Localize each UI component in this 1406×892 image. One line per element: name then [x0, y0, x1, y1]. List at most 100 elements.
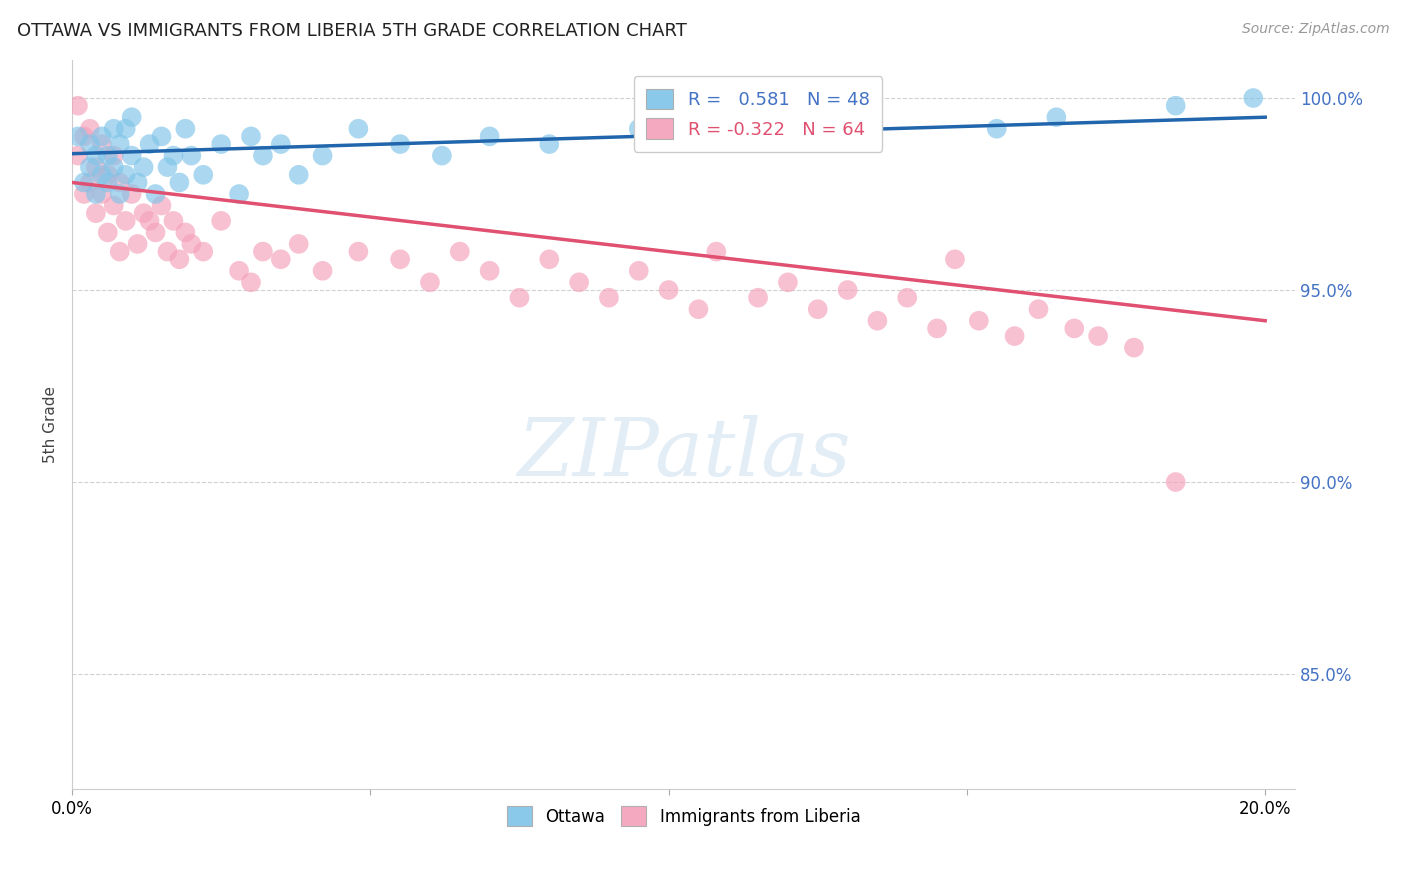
Point	[347, 121, 370, 136]
Point	[430, 148, 453, 162]
Point	[228, 186, 250, 201]
Point	[508, 291, 530, 305]
Point	[704, 244, 727, 259]
Point	[84, 160, 107, 174]
Point	[156, 160, 179, 174]
Point	[108, 186, 131, 201]
Point	[347, 244, 370, 259]
Point	[121, 148, 143, 162]
Point	[311, 264, 333, 278]
Point	[156, 244, 179, 259]
Point	[114, 168, 136, 182]
Point	[1087, 329, 1109, 343]
Point	[66, 148, 89, 162]
Text: ZIPatlas: ZIPatlas	[517, 415, 851, 492]
Point	[138, 137, 160, 152]
Point	[1028, 302, 1050, 317]
Point	[389, 137, 412, 152]
Point	[228, 264, 250, 278]
Point	[807, 302, 830, 317]
Point	[180, 236, 202, 251]
Point	[866, 314, 889, 328]
Point	[1063, 321, 1085, 335]
Point	[150, 198, 173, 212]
Point	[1123, 341, 1146, 355]
Point	[193, 244, 215, 259]
Point	[79, 160, 101, 174]
Point	[114, 121, 136, 136]
Point	[162, 148, 184, 162]
Point	[311, 148, 333, 162]
Point	[240, 276, 263, 290]
Point	[145, 186, 167, 201]
Point	[1164, 475, 1187, 489]
Point	[658, 283, 681, 297]
Point	[717, 129, 740, 144]
Point	[79, 137, 101, 152]
Point	[270, 137, 292, 152]
Point	[193, 168, 215, 182]
Point	[419, 276, 441, 290]
Point	[688, 302, 710, 317]
Point	[132, 206, 155, 220]
Point	[568, 276, 591, 290]
Point	[389, 252, 412, 267]
Point	[114, 214, 136, 228]
Point	[837, 283, 859, 297]
Point	[66, 129, 89, 144]
Point	[97, 168, 120, 182]
Point	[252, 244, 274, 259]
Point	[174, 226, 197, 240]
Point	[1045, 110, 1067, 124]
Point	[97, 176, 120, 190]
Point	[90, 137, 112, 152]
Point	[967, 314, 990, 328]
Point	[1004, 329, 1026, 343]
Point	[97, 148, 120, 162]
Point	[103, 148, 125, 162]
Text: OTTAWA VS IMMIGRANTS FROM LIBERIA 5TH GRADE CORRELATION CHART: OTTAWA VS IMMIGRANTS FROM LIBERIA 5TH GR…	[17, 22, 686, 40]
Point	[747, 291, 769, 305]
Point	[84, 206, 107, 220]
Point	[66, 98, 89, 112]
Point	[174, 121, 197, 136]
Text: Source: ZipAtlas.com: Source: ZipAtlas.com	[1241, 22, 1389, 37]
Point	[90, 186, 112, 201]
Point	[79, 121, 101, 136]
Point	[73, 176, 96, 190]
Point	[287, 168, 309, 182]
Point	[837, 110, 859, 124]
Point	[449, 244, 471, 259]
Point	[103, 160, 125, 174]
Point	[132, 160, 155, 174]
Point	[150, 129, 173, 144]
Point	[925, 321, 948, 335]
Y-axis label: 5th Grade: 5th Grade	[44, 386, 58, 463]
Point	[108, 244, 131, 259]
Point	[598, 291, 620, 305]
Point	[240, 129, 263, 144]
Point	[478, 264, 501, 278]
Point	[270, 252, 292, 267]
Point	[986, 121, 1008, 136]
Point	[90, 129, 112, 144]
Point	[180, 148, 202, 162]
Point	[896, 291, 918, 305]
Point	[1164, 98, 1187, 112]
Point	[943, 252, 966, 267]
Point	[108, 176, 131, 190]
Point	[145, 226, 167, 240]
Legend: Ottawa, Immigrants from Liberia: Ottawa, Immigrants from Liberia	[496, 797, 870, 836]
Point	[169, 176, 191, 190]
Point	[209, 214, 232, 228]
Point	[478, 129, 501, 144]
Point	[162, 214, 184, 228]
Point	[103, 121, 125, 136]
Point	[73, 129, 96, 144]
Point	[127, 176, 149, 190]
Point	[84, 148, 107, 162]
Point	[97, 226, 120, 240]
Point	[538, 137, 561, 152]
Point	[121, 186, 143, 201]
Point	[90, 168, 112, 182]
